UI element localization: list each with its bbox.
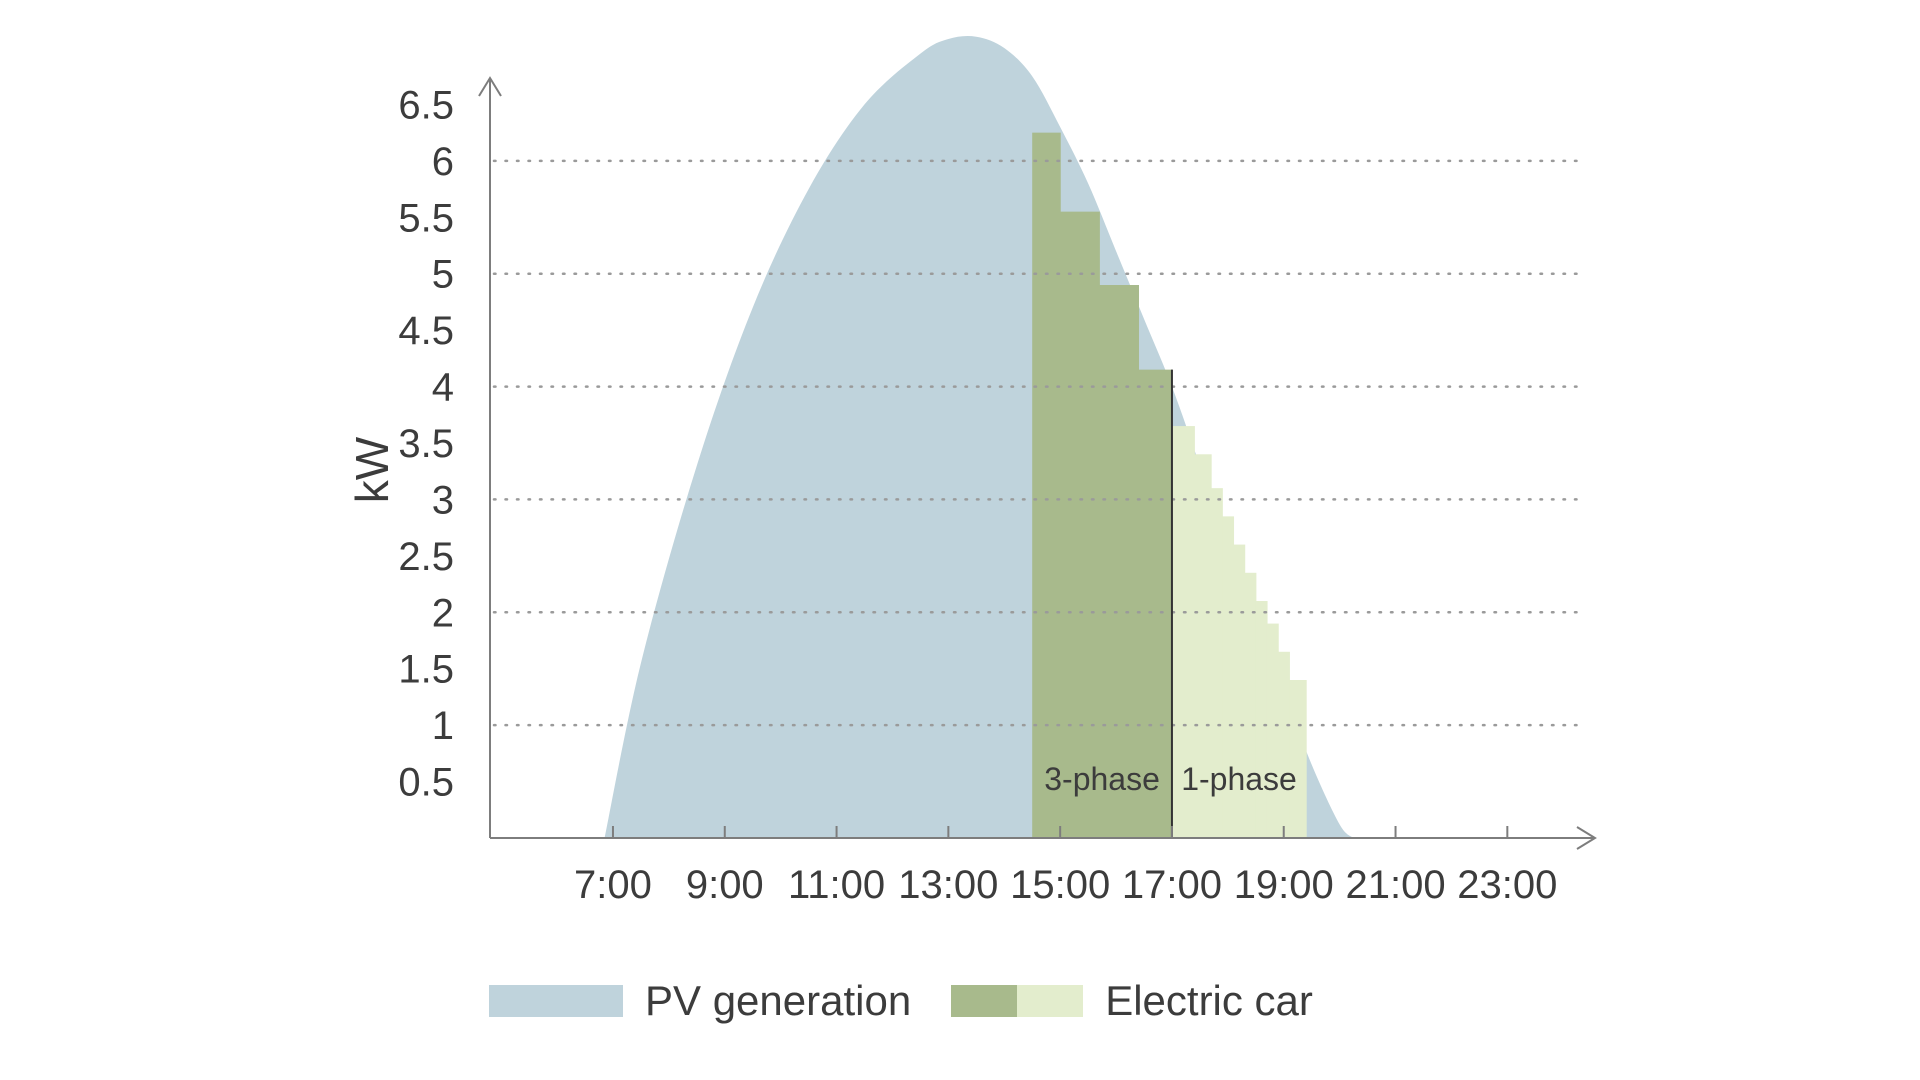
x-tick-label: 17:00 <box>1122 863 1222 907</box>
ev-3-phase-area <box>1032 132 1173 839</box>
y-tick-label: 3.5 <box>398 422 454 466</box>
y-tick-label: 1.5 <box>398 648 454 692</box>
x-tick-labels: 7:00 9:00 11:00 13:00 15:00 17:00 19:00 21:00 23… <box>574 863 1557 907</box>
ev-3-phase-step-1 <box>1032 132 1061 839</box>
y-tick-label: 1 <box>432 704 454 748</box>
region-label-1-phase: 1-phase <box>1181 761 1297 797</box>
x-tick-label: 13:00 <box>898 863 998 907</box>
legend: PV generation Electric car <box>489 977 1353 1024</box>
axes <box>478 76 1597 850</box>
y-tick-labels: 0.5 1 1.5 2 2.5 3 3.5 4 4.5 5 5.5 6 6.5 <box>398 83 454 804</box>
y-tick-label: 2.5 <box>398 535 454 579</box>
y-tick-label: 5 <box>432 253 454 297</box>
legend-swatch-ev-3-phase <box>951 985 1018 1017</box>
ev-1-phase-step-10 <box>1289 680 1307 838</box>
ev-1-phase-step-3 <box>1211 488 1223 838</box>
x-tick-label: 15:00 <box>1010 863 1110 907</box>
ev-3-phase-step-4 <box>1138 369 1173 838</box>
ev-1-phase-step-7 <box>1255 601 1268 838</box>
x-tick-label: 19:00 <box>1234 863 1334 907</box>
y-tick-label: 2 <box>432 591 454 635</box>
x-tick-label: 21:00 <box>1345 863 1445 907</box>
x-tick-label: 23:00 <box>1457 863 1557 907</box>
ev-1-phase-step-2 <box>1194 454 1212 838</box>
y-tick-label: 6 <box>432 140 454 184</box>
y-axis-arrow <box>478 76 502 97</box>
legend-label-pv: PV generation <box>645 977 912 1024</box>
ev-1-phase-step-1 <box>1171 426 1195 838</box>
legend-swatch-ev-1-phase <box>1017 985 1084 1017</box>
ev-1-phase-step-6 <box>1244 572 1257 838</box>
legend-swatch-pv <box>489 985 623 1017</box>
ev-1-phase-step-8 <box>1266 623 1279 838</box>
ev-1-phase-step-4 <box>1222 516 1235 838</box>
ev-3-phase-step-2 <box>1060 211 1100 839</box>
y-tick-label: 4 <box>432 366 454 410</box>
y-tick-label: 4.5 <box>398 309 454 353</box>
x-tick-label: 11:00 <box>788 863 885 907</box>
x-axis-arrow <box>1576 826 1597 850</box>
x-tick-label: 7:00 <box>574 863 652 907</box>
region-label-3-phase: 3-phase <box>1044 761 1160 797</box>
y-tick-label: 6.5 <box>398 83 454 127</box>
y-tick-label: 5.5 <box>398 196 454 240</box>
y-tick-label: 3 <box>432 478 454 522</box>
y-axis-label: kW <box>346 436 398 503</box>
x-tick-label: 9:00 <box>686 863 764 907</box>
ev-1-phase-step-9 <box>1278 651 1290 838</box>
gridlines <box>492 159 1582 727</box>
ev-1-phase-area <box>1171 426 1307 838</box>
legend-label-ev: Electric car <box>1105 977 1313 1024</box>
y-tick-label: 0.5 <box>398 761 454 805</box>
ev-1-phase-step-5 <box>1233 544 1246 838</box>
ev-3-phase-step-3 <box>1099 285 1140 838</box>
